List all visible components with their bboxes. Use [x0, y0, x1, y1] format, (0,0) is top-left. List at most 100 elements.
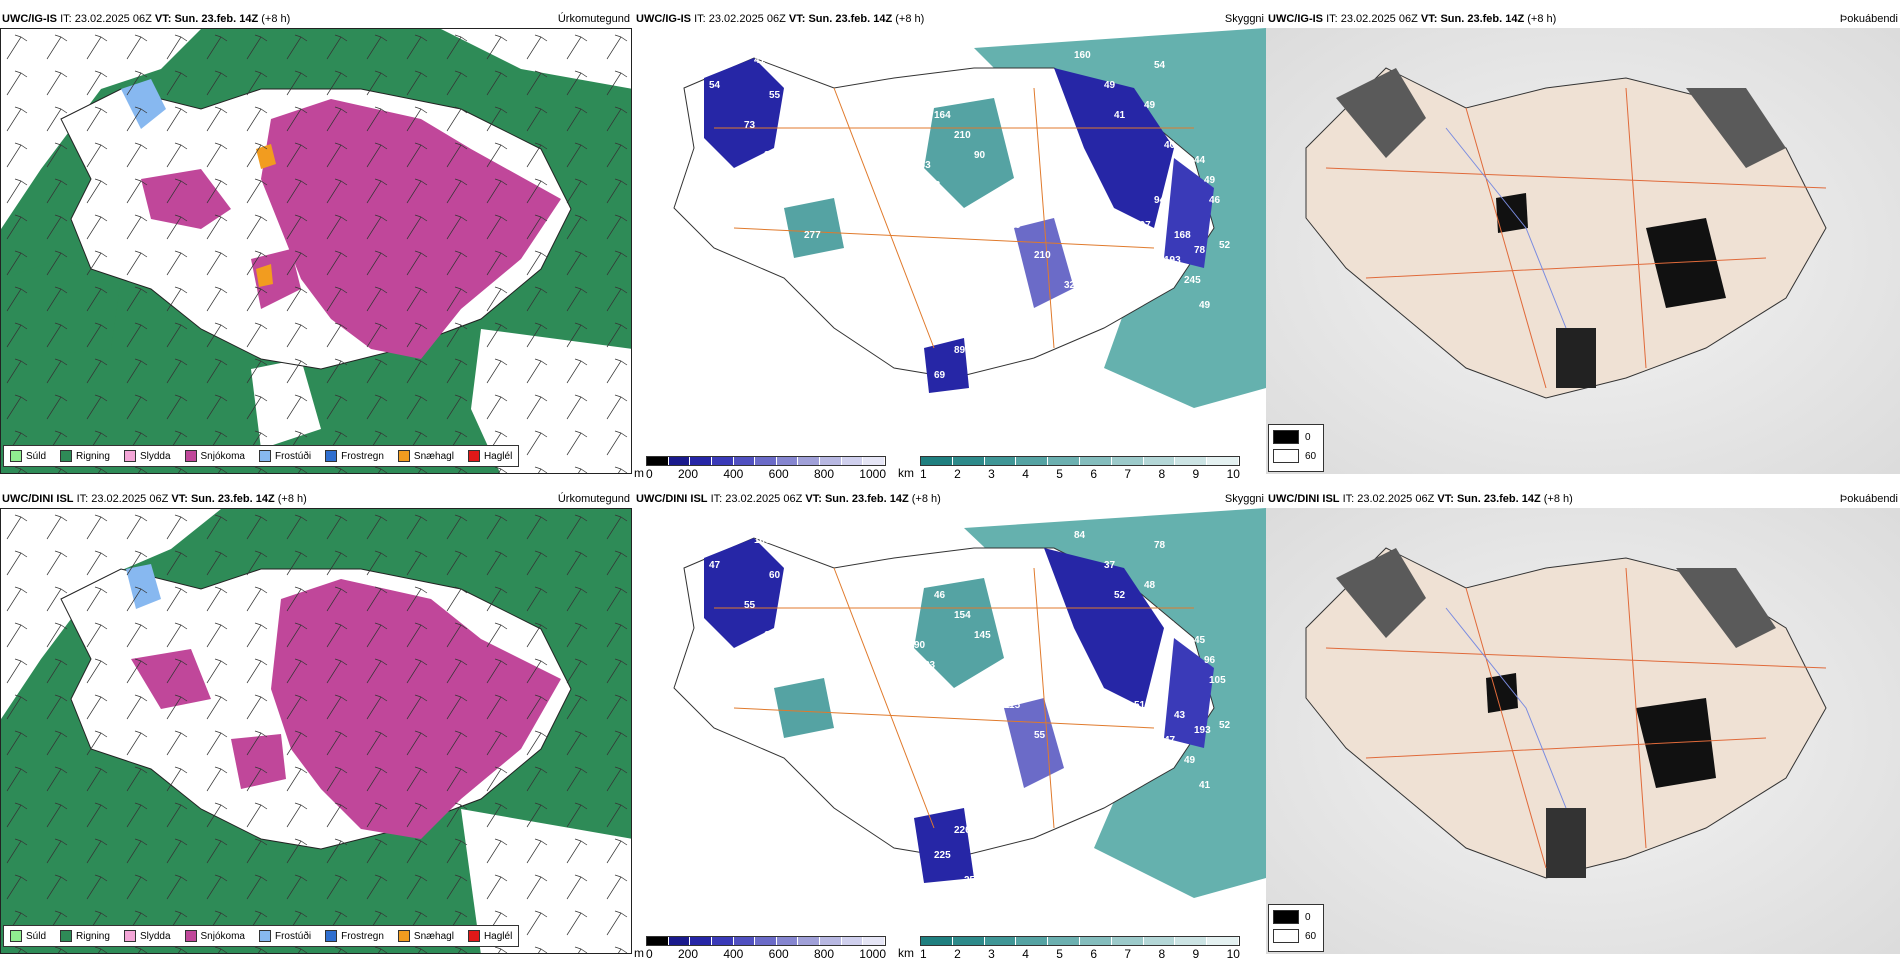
legend-swatch [60, 930, 73, 942]
lead-time: (+8 h) [911, 493, 941, 505]
cloud-base-label: 145 [1064, 760, 1081, 771]
precip-legend: Súld Rigning Slydda Snjókoma Frostúði Fr… [3, 445, 520, 467]
cloud-base-label: 51 [1134, 700, 1146, 711]
cloud-base-label: 54 [709, 80, 721, 91]
legend-item-slydda: Slydda [123, 450, 171, 462]
vt-label: VT: [788, 13, 806, 25]
cloud-base-label: 78 [1194, 245, 1206, 256]
lead-time: (+8 h) [261, 13, 291, 25]
cloud-base-label: 48 [1144, 580, 1156, 591]
cloud-base-label: 49 [1204, 175, 1216, 186]
height-scale: m 0 200 400 600 800 1000 [634, 936, 886, 958]
cloud-base-label: 43 [1174, 710, 1186, 721]
cloud-base-label: 96 [1204, 655, 1216, 666]
it-value: 23.02.2025 06Z [74, 13, 152, 25]
cloud-base-label: 108 [754, 535, 771, 546]
cloud-base-label: 81 [1164, 620, 1176, 631]
panel-title: Þokuábendi [1839, 493, 1898, 505]
cloud-base-label: 49 [1199, 300, 1211, 311]
cloud-base-label: 207 [1134, 220, 1151, 231]
cloud-base-label: 83 [924, 660, 936, 671]
tick-label: 200 [677, 947, 699, 958]
scale-cell [1143, 457, 1176, 465]
legend-item-snaehagl: Snæhagl [397, 930, 454, 942]
scale-cell [841, 937, 864, 945]
legend-item-rigning: Rigning [60, 450, 110, 462]
tick-label: 4 [1022, 467, 1029, 478]
scale-cell [1079, 937, 1112, 945]
legend-row: 60 [1273, 449, 1319, 463]
it-value: 23.02.2025 06Z [708, 13, 786, 25]
scale-cell [1048, 457, 1080, 465]
model-name: UWC/DINI ISL [1268, 493, 1340, 505]
cloud-base-label: 245 [1184, 275, 1201, 286]
tick-label: 600 [768, 467, 789, 478]
it-label: IT: [710, 493, 723, 505]
tick-label: 1000 [859, 467, 886, 478]
cloud-base-label: 73 [744, 120, 756, 131]
cloud-base-label: 55 [769, 90, 781, 101]
precip-panel-row1: UWC/IG-IS IT: 23.02.2025 06Z VT: Sun. 23… [0, 8, 632, 478]
visibility-panel-row1: UWC/IG-IS IT: 23.02.2025 06Z VT: Sun. 23… [634, 8, 1266, 478]
model-name: UWC/IG-IS [636, 13, 691, 25]
legend-swatch [325, 930, 338, 942]
cloud-base-label: 84 [1074, 530, 1086, 541]
legend-swatch [123, 450, 136, 462]
scale-cell [820, 457, 842, 465]
legend-label: Slydda [139, 930, 171, 942]
legend-swatch [184, 930, 197, 942]
cloud-base-label: 43 [964, 395, 976, 406]
cloud-base-label: 46 [934, 590, 946, 601]
legend-item-haglel: Haglél [467, 930, 512, 942]
legend-item-frostregn: Frostregn [325, 450, 384, 462]
legend-swatch [397, 450, 410, 462]
cloud-base-label: 369 [894, 700, 911, 711]
scale-cell [711, 937, 734, 945]
legend-swatch [1273, 929, 1299, 943]
tick-label: 2 [954, 947, 961, 958]
cloud-base-label: 193 [1194, 725, 1211, 736]
tick-label: 9 [1192, 947, 1200, 958]
model-name: UWC/IG-IS [1268, 13, 1323, 25]
cloud-base-label: 283 [814, 170, 831, 181]
cloud-base-label: 61 [694, 700, 706, 711]
cloud-base-label: 154 [954, 610, 971, 621]
legend-row: 0 [1273, 430, 1319, 444]
scale-cell [1079, 457, 1112, 465]
cloud-base-label: 126 [844, 690, 861, 701]
scale-cell [921, 457, 953, 465]
legend-label: 0 [1305, 911, 1311, 923]
tick-label: 600 [768, 947, 789, 958]
legend-label: Súld [26, 450, 47, 462]
cloud-base-label: 45 [1194, 635, 1206, 646]
cloud-base-label: 210 [1034, 250, 1051, 261]
tick-label: 1 [920, 467, 927, 478]
cloud-base-label: 254 [964, 875, 981, 886]
tick-label: 6 [1090, 467, 1097, 478]
lead-time: (+8 h) [277, 493, 307, 505]
tick-label: 6 [1090, 947, 1097, 958]
cloud-base-label: 60 [769, 570, 781, 581]
legend-swatch [184, 450, 197, 462]
panel-header: UWC/DINI ISL IT: 23.02.2025 06Z VT: Sun.… [2, 490, 630, 508]
cloud-base-label: 90 [974, 150, 986, 161]
cloud-base-label: 105 [1209, 675, 1226, 686]
height-scale-cells [646, 936, 886, 946]
legend-swatch [1273, 449, 1299, 463]
legend-item-snjokoma: Snjókoma [184, 450, 245, 462]
cloud-base-label: 41 [754, 55, 766, 66]
scale-cell [1207, 937, 1239, 945]
visibility-scale-cells [920, 936, 1240, 946]
legend-row: 0 [1273, 910, 1319, 924]
scale-cell [863, 937, 886, 945]
lead-time: (+8 h) [1543, 493, 1573, 505]
cloud-base-label: 55 [744, 600, 756, 611]
visibility-scale: km 1 2 3 4 5 6 7 8 9 10 [898, 936, 1240, 958]
legend-swatch [397, 930, 410, 942]
cloud-base-label: 560 [754, 210, 771, 221]
visibility-scale-ticks: 1 2 3 4 5 6 7 8 9 10 [920, 947, 1240, 958]
cloud-base-label: 145 [974, 630, 991, 641]
height-scale: m 0 200 400 600 800 1000 [634, 456, 886, 478]
cloud-base-label: 78 [1154, 540, 1166, 551]
